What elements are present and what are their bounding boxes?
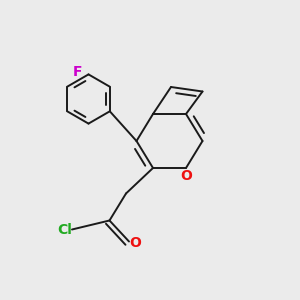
Text: Cl: Cl xyxy=(57,223,72,236)
Text: O: O xyxy=(180,169,192,182)
Text: F: F xyxy=(72,65,82,79)
Text: O: O xyxy=(130,236,142,250)
